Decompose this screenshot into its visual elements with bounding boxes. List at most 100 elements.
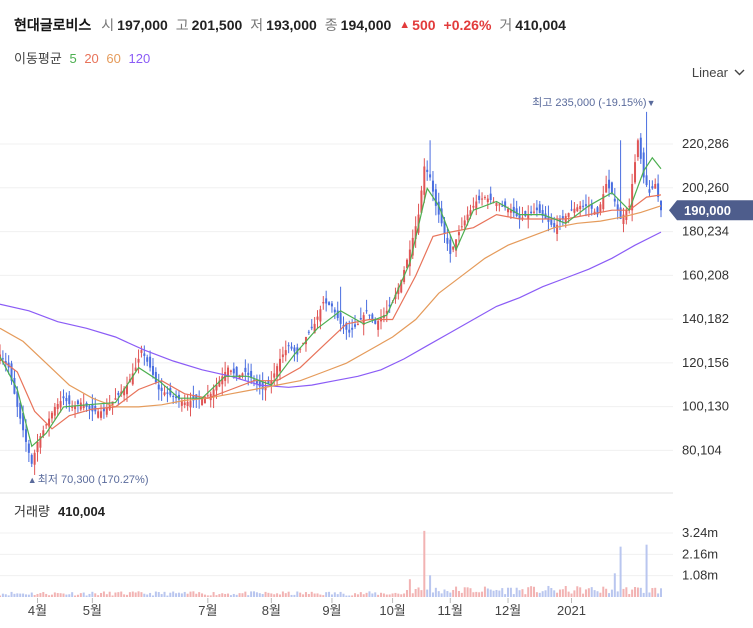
candle-body bbox=[561, 216, 564, 219]
volume-tick-label: 2.16m bbox=[682, 546, 718, 561]
candle-body bbox=[1, 358, 4, 360]
candle-body bbox=[469, 210, 472, 217]
volume-bar bbox=[359, 592, 362, 597]
candle-body bbox=[180, 401, 183, 406]
candle-body bbox=[313, 323, 316, 334]
volume-bar bbox=[636, 587, 639, 597]
volume-bar bbox=[22, 593, 25, 597]
candle-body bbox=[377, 320, 380, 330]
volume-bar bbox=[261, 594, 264, 597]
volume-bar bbox=[270, 593, 273, 597]
volume-bar bbox=[400, 594, 403, 597]
candle-body bbox=[356, 323, 359, 325]
candle-body bbox=[602, 194, 605, 210]
volume-bar bbox=[628, 594, 631, 597]
volume-bar bbox=[189, 591, 192, 597]
candle-body bbox=[134, 367, 137, 371]
candle-body bbox=[270, 380, 273, 386]
volume-bar bbox=[149, 592, 152, 597]
candle-body bbox=[160, 387, 163, 391]
volume-bar bbox=[486, 588, 489, 597]
volume-bar bbox=[123, 594, 126, 597]
volume-bar bbox=[648, 592, 651, 597]
candle-body bbox=[76, 400, 79, 405]
ma-120[interactable]: 120 bbox=[128, 51, 151, 66]
volume-bar bbox=[518, 590, 521, 597]
candle-body bbox=[348, 329, 351, 333]
volume-bar bbox=[527, 587, 530, 597]
volume-bar bbox=[253, 591, 256, 597]
volume-bar bbox=[616, 591, 619, 597]
candle-body bbox=[123, 388, 126, 396]
volume-value: 410,004 bbox=[515, 17, 566, 33]
candle-body bbox=[299, 348, 302, 350]
volume-bar bbox=[39, 593, 42, 597]
candle-body bbox=[307, 331, 310, 333]
ma-20[interactable]: 20 bbox=[84, 51, 99, 66]
candle-body bbox=[229, 370, 232, 372]
volume-bar bbox=[273, 594, 276, 597]
scale-selector[interactable]: Linear bbox=[692, 65, 745, 80]
ma-60[interactable]: 60 bbox=[106, 51, 121, 66]
candle-body bbox=[126, 385, 129, 395]
candle-body bbox=[97, 411, 100, 418]
candle-body bbox=[405, 259, 408, 269]
volume-bar bbox=[126, 594, 129, 597]
candle-body bbox=[330, 303, 333, 307]
candle-body bbox=[457, 232, 460, 236]
volume-bar bbox=[356, 594, 359, 597]
volume-bar bbox=[163, 591, 166, 597]
open-label: 시 bbox=[101, 17, 115, 33]
candle-body bbox=[36, 441, 39, 453]
candle-body bbox=[553, 223, 556, 228]
candle-body bbox=[212, 389, 215, 398]
candle-body bbox=[62, 396, 65, 399]
stock-name: 현대글로비스 bbox=[14, 17, 92, 33]
volume-bar bbox=[117, 592, 120, 597]
candle-body bbox=[183, 402, 186, 406]
min-price-annotation: 최저 70,300 (170.27%) bbox=[38, 473, 149, 486]
volume-bar bbox=[238, 593, 241, 597]
volume-bar bbox=[382, 593, 385, 597]
x-tick-label: 11월 bbox=[438, 603, 463, 618]
volume-bar bbox=[244, 591, 247, 597]
volume-bar bbox=[417, 587, 420, 597]
volume-bar bbox=[79, 593, 82, 597]
volume-bar bbox=[452, 589, 455, 597]
volume-bar bbox=[365, 592, 368, 597]
volume-bar bbox=[336, 594, 339, 597]
volume-bar bbox=[241, 593, 244, 597]
volume-bar bbox=[481, 591, 484, 597]
ma-5[interactable]: 5 bbox=[69, 51, 77, 66]
volume-bar bbox=[596, 591, 599, 597]
min-arrow-icon: ▲ bbox=[28, 475, 37, 485]
volume-bar bbox=[215, 595, 218, 597]
x-tick-label: 8월 bbox=[262, 603, 281, 618]
candle-body bbox=[105, 408, 108, 415]
candle-body bbox=[590, 203, 593, 209]
volume-bar bbox=[351, 595, 354, 597]
candle-body bbox=[535, 207, 538, 211]
volume-bar bbox=[186, 593, 189, 597]
volume-bar bbox=[639, 587, 642, 597]
x-tick-label: 4월 bbox=[28, 603, 47, 618]
candle-body bbox=[175, 396, 178, 399]
candle-body bbox=[512, 206, 515, 214]
candle-body bbox=[42, 430, 45, 436]
candle-body bbox=[218, 380, 221, 387]
volume-bar bbox=[657, 593, 660, 597]
candle-body bbox=[88, 405, 91, 410]
candle-body bbox=[527, 214, 530, 219]
candle-body bbox=[570, 209, 573, 211]
candle-body bbox=[117, 392, 120, 395]
volume-bar bbox=[85, 595, 88, 597]
candle-body bbox=[169, 387, 172, 396]
current-price-marker bbox=[669, 200, 753, 221]
candle-body bbox=[634, 162, 637, 183]
volume-bar bbox=[19, 593, 22, 597]
candle-body bbox=[582, 205, 585, 207]
volume-bar bbox=[224, 593, 227, 597]
volume-bar bbox=[65, 594, 68, 597]
y-tick-label: 160,208 bbox=[682, 267, 729, 282]
